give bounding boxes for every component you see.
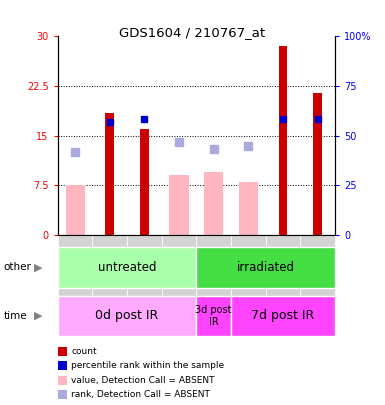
Text: time: time (4, 311, 27, 321)
Bar (239, 182, 258, 235)
Bar (58, 235, 92, 305)
Bar (169, 175, 189, 235)
Bar (58, 247, 196, 288)
Text: value, Detection Call = ABSENT: value, Detection Call = ABSENT (71, 376, 215, 385)
Text: untreated: untreated (98, 261, 156, 274)
Bar (196, 296, 231, 336)
Text: 0d post IR: 0d post IR (95, 309, 159, 322)
Bar (279, 47, 287, 235)
Text: irradiated: irradiated (237, 261, 295, 274)
Bar (58, 296, 196, 336)
Bar (204, 172, 223, 235)
Text: other: other (4, 262, 32, 272)
Bar (196, 235, 231, 305)
Text: 3d post
IR: 3d post IR (196, 305, 232, 327)
Bar (65, 185, 85, 235)
Bar (162, 235, 196, 305)
Bar (313, 93, 322, 235)
Text: ▶: ▶ (34, 311, 43, 321)
Bar (105, 113, 114, 235)
Bar (266, 235, 300, 305)
Bar (300, 235, 335, 305)
Bar (196, 247, 335, 288)
Text: ▶: ▶ (34, 262, 43, 272)
Bar (231, 296, 335, 336)
Text: 7d post IR: 7d post IR (251, 309, 315, 322)
Text: rank, Detection Call = ABSENT: rank, Detection Call = ABSENT (71, 390, 210, 399)
Text: GDS1604 / 210767_at: GDS1604 / 210767_at (119, 26, 266, 39)
Bar (127, 235, 162, 305)
Text: count: count (71, 347, 97, 356)
Bar (92, 235, 127, 305)
Bar (140, 129, 149, 235)
Bar (231, 235, 266, 305)
Text: percentile rank within the sample: percentile rank within the sample (71, 361, 224, 370)
